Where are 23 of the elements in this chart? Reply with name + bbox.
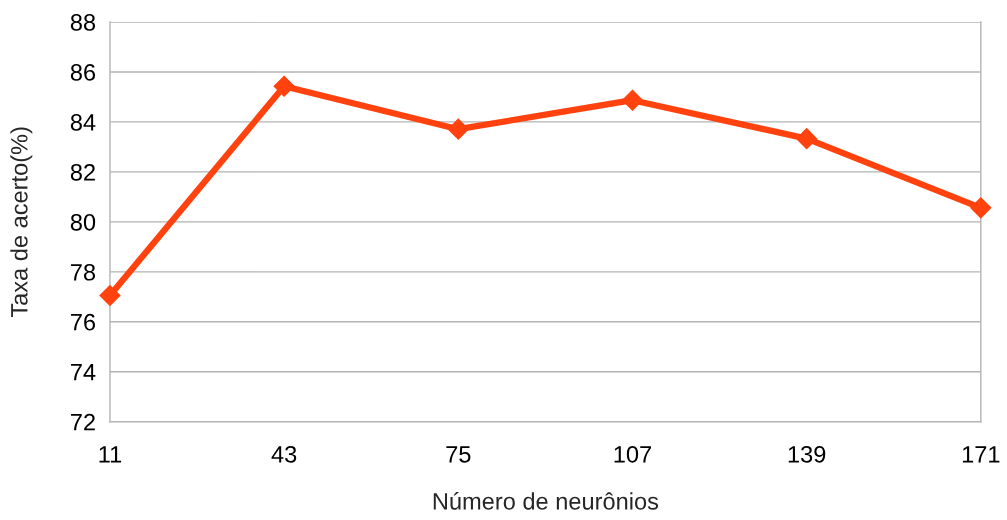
x-tick-label: 75 — [446, 446, 471, 463]
y-tick-label: 72 — [71, 413, 95, 431]
x-axis-title: Número de neurônios — [433, 492, 659, 510]
point — [970, 197, 992, 219]
point — [795, 127, 818, 150]
y-tick-label: 86 — [70, 64, 96, 81]
x-tick-label: 43 — [271, 445, 297, 463]
x-tick-label: 139 — [788, 445, 826, 463]
y-tick-label: 78 — [71, 263, 96, 281]
point — [99, 284, 121, 307]
y-tick-label: 74 — [71, 364, 96, 381]
x-tick-label: 171 — [962, 446, 1000, 463]
y-tick-label: 88 — [70, 14, 96, 31]
x-tick-label: 107 — [614, 445, 651, 463]
y-tick-label: 82 — [70, 163, 95, 181]
x-tick-label: 11 — [99, 446, 122, 463]
y-tick-label: 80 — [70, 213, 96, 231]
y-tick-label: 76 — [71, 313, 96, 331]
y-tick-label: 84 — [70, 114, 96, 131]
point — [621, 89, 644, 111]
y-axis-title: Taxa de acerto(%) — [10, 127, 33, 318]
point — [447, 118, 470, 140]
point — [273, 75, 295, 97]
